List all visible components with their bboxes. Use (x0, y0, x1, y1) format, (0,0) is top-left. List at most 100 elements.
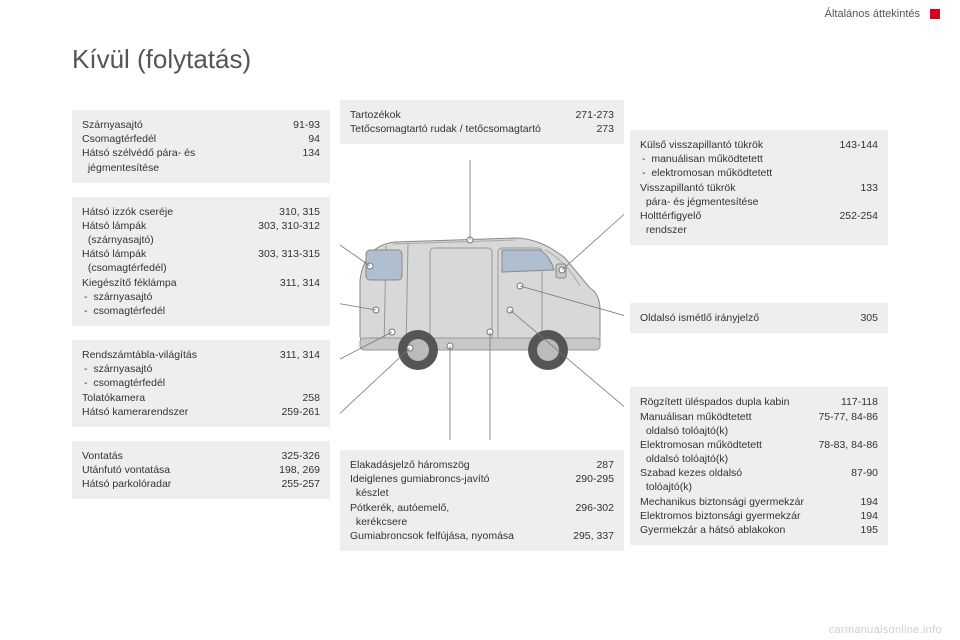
info-row: Tetőcsomagtartó rudak / tetőcsomagtartó2… (350, 122, 614, 136)
info-row: Rendszámtábla-világítás311, 314 (82, 348, 320, 362)
sub-item: csomagtérfedél (82, 376, 320, 390)
row-pages: 310, 315 (273, 205, 320, 219)
info-row: Elakadásjelző háromszög287 (350, 458, 614, 472)
info-row: Ideiglenes gumiabroncs-javító készlet290… (350, 472, 614, 500)
row-label: Gumiabroncsok felfújása, nyomása (350, 529, 567, 543)
row-pages: 87-90 (845, 466, 878, 494)
col-right: Külső visszapillantó tükrök143-144manuál… (630, 130, 888, 545)
info-row: Visszapillantó tükrök pára- és jégmentes… (640, 181, 878, 209)
row-pages: 195 (854, 523, 878, 537)
info-row: Csomagtérfedél94 (82, 132, 320, 146)
row-label: Hátsó szélvédő pára- és jégmentesítése (82, 146, 296, 174)
info-row: Rögzített üléspados dupla kabin117-118 (640, 395, 878, 409)
info-row: Kiegészítő féklámpa311, 314 (82, 276, 320, 290)
row-pages: 287 (590, 458, 614, 472)
section-title: Általános áttekintés (825, 8, 920, 20)
row-pages: 303, 310-312 (252, 219, 320, 247)
row-label: Tolatókamera (82, 391, 296, 405)
info-row: Gyermekzár a hátsó ablakokon195 (640, 523, 878, 537)
row-pages: 134 (296, 146, 320, 174)
row-label: Külső visszapillantó tükrök (640, 138, 833, 152)
row-label: Hátsó kamerarendszer (82, 405, 275, 419)
row-label: Hátsó lámpák (csomagtérfedél) (82, 247, 252, 275)
box-left-3: Rendszámtábla-világítás311, 314szárnyasa… (72, 340, 330, 427)
box-left-4: Vontatás325-326Utánfutó vontatása198, 26… (72, 441, 330, 500)
info-row: Hátsó szélvédő pára- és jégmentesítése13… (82, 146, 320, 174)
col-mid-top: Tartozékok271-273Tetőcsomagtartó rudak /… (340, 100, 624, 144)
row-pages: 78-83, 84-86 (812, 438, 878, 466)
row-label: Hátsó lámpák (szárnyasajtó) (82, 219, 252, 247)
sub-item: elektromosan működtetett (640, 166, 878, 180)
row-label: Rendszámtábla-világítás (82, 348, 274, 362)
row-label: Szabad kezes oldalsó tolóajtó(k) (640, 466, 845, 494)
row-pages: 117-118 (835, 395, 878, 409)
van-diagram (340, 160, 624, 440)
box-right-1: Külső visszapillantó tükrök143-144manuál… (630, 130, 888, 245)
row-pages: 194 (854, 509, 878, 523)
row-pages: 143-144 (833, 138, 878, 152)
row-pages: 311, 314 (274, 276, 320, 290)
row-pages: 311, 314 (274, 348, 320, 362)
info-row: Hátsó kamerarendszer259-261 (82, 405, 320, 419)
info-row: Külső visszapillantó tükrök143-144 (640, 138, 878, 152)
header: Általános áttekintés (825, 8, 940, 20)
row-label: Visszapillantó tükrök pára- és jégmentes… (640, 181, 854, 209)
info-row: Mechanikus biztonsági gyermekzár194 (640, 495, 878, 509)
info-row: Hátsó parkolóradar255-257 (82, 477, 320, 491)
sub-item: csomagtérfedél (82, 304, 320, 318)
info-row: Elektromos biztonsági gyermekzár194 (640, 509, 878, 523)
row-pages: 255-257 (275, 477, 320, 491)
row-label: Vontatás (82, 449, 275, 463)
sub-item: manuálisan működtetett (640, 152, 878, 166)
info-row: Hátsó lámpák (csomagtérfedél)303, 313-31… (82, 247, 320, 275)
row-label: Elektromosan működtetett oldalsó tolóajt… (640, 438, 812, 466)
info-row: Manuálisan működtetett oldalsó tolóajtó(… (640, 410, 878, 438)
row-pages: 75-77, 84-86 (812, 410, 878, 438)
brand-square-icon (930, 9, 940, 19)
row-pages: 94 (302, 132, 320, 146)
info-row: Tolatókamera258 (82, 391, 320, 405)
row-pages: 305 (854, 311, 878, 325)
sub-item: szárnyasajtó (82, 290, 320, 304)
info-row: Utánfutó vontatása198, 269 (82, 463, 320, 477)
row-pages: 252-254 (833, 209, 878, 237)
info-row: Szabad kezes oldalsó tolóajtó(k)87-90 (640, 466, 878, 494)
row-pages: 259-261 (275, 405, 320, 419)
row-pages: 258 (296, 391, 320, 405)
info-row: Hátsó izzók cseréje310, 315 (82, 205, 320, 219)
row-label: Elakadásjelző háromszög (350, 458, 590, 472)
col-left: Szárnyasajtó91-93Csomagtérfedél94Hátsó s… (72, 110, 330, 499)
row-label: Utánfutó vontatása (82, 463, 273, 477)
row-pages: 198, 269 (273, 463, 320, 477)
box-mid-top: Tartozékok271-273Tetőcsomagtartó rudak /… (340, 100, 624, 144)
box-left-2: Hátsó izzók cseréje310, 315Hátsó lámpák … (72, 197, 330, 326)
row-label: Szárnyasajtó (82, 118, 287, 132)
info-row: Holttérfigyelő rendszer252-254 (640, 209, 878, 237)
row-label: Holttérfigyelő rendszer (640, 209, 833, 237)
box-right-2: Oldalsó ismétlő irányjelző305 (630, 303, 888, 333)
row-label: Hátsó izzók cseréje (82, 205, 273, 219)
row-label: Manuálisan működtetett oldalsó tolóajtó(… (640, 410, 812, 438)
row-pages: 273 (590, 122, 614, 136)
info-row: Tartozékok271-273 (350, 108, 614, 122)
info-row: Vontatás325-326 (82, 449, 320, 463)
row-pages: 91-93 (287, 118, 320, 132)
info-row: Hátsó lámpák (szárnyasajtó)303, 310-312 (82, 219, 320, 247)
info-row: Oldalsó ismétlő irányjelző305 (640, 311, 878, 325)
info-row: Elektromosan működtetett oldalsó tolóajt… (640, 438, 878, 466)
row-pages: 325-326 (275, 449, 320, 463)
row-pages: 271-273 (569, 108, 614, 122)
row-label: Tartozékok (350, 108, 569, 122)
row-pages: 194 (854, 495, 878, 509)
row-label: Rögzített üléspados dupla kabin (640, 395, 835, 409)
row-label: Kiegészítő féklámpa (82, 276, 274, 290)
box-right-3: Rögzített üléspados dupla kabin117-118Ma… (630, 387, 888, 545)
info-row: Pótkerék, autóemelő, kerékcsere296-302 (350, 501, 614, 529)
box-left-1: Szárnyasajtó91-93Csomagtérfedél94Hátsó s… (72, 110, 330, 183)
sub-item: szárnyasajtó (82, 362, 320, 376)
info-row: Szárnyasajtó91-93 (82, 118, 320, 132)
row-label: Csomagtérfedél (82, 132, 302, 146)
row-label: Tetőcsomagtartó rudak / tetőcsomagtartó (350, 122, 590, 136)
row-label: Gyermekzár a hátsó ablakokon (640, 523, 854, 537)
row-label: Pótkerék, autóemelő, kerékcsere (350, 501, 569, 529)
